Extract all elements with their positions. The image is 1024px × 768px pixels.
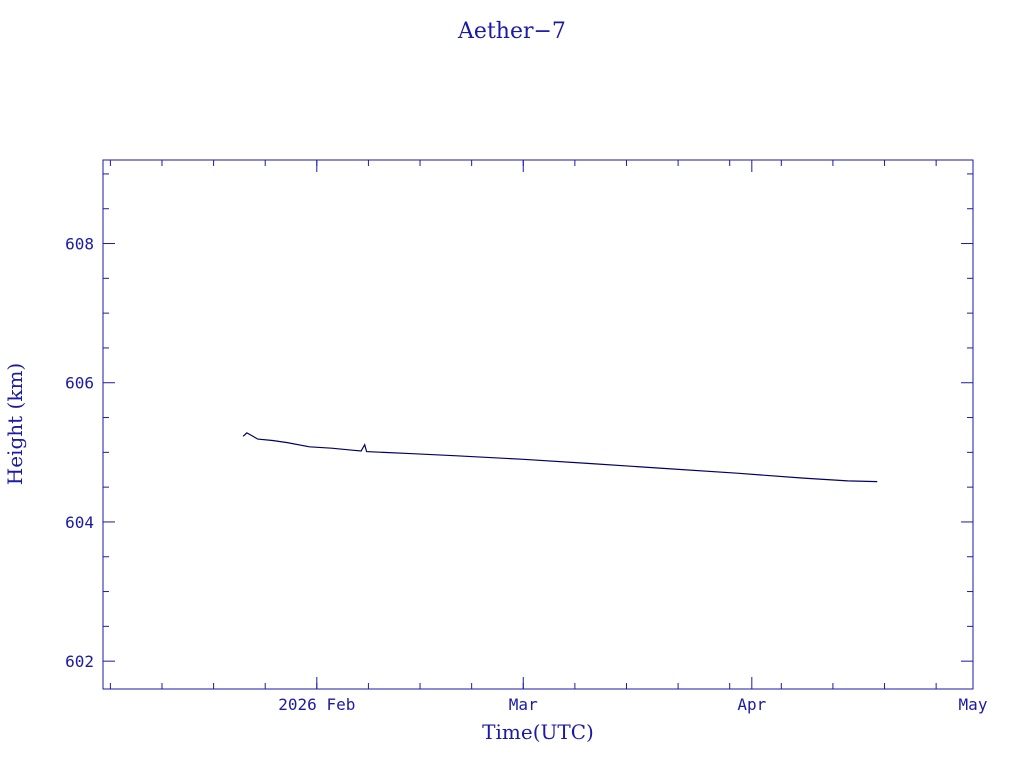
x-tick-label: May: [959, 695, 988, 714]
x-tick-label: 2026 Feb: [278, 695, 355, 714]
y-tick-labels: 602 604 606 608: [65, 235, 94, 672]
y-tick-label: 606: [65, 374, 94, 393]
axis-ticks: [103, 160, 974, 689]
y-tick-label: 608: [65, 235, 94, 254]
x-axis-label: Time(UTC): [482, 720, 594, 744]
y-axis-label: Height (km): [3, 363, 27, 485]
plot-frame: [102, 159, 974, 690]
x-tick-label: Apr: [737, 695, 766, 714]
chart-title: Aether−7: [457, 19, 566, 44]
x-tick-label: Mar: [509, 695, 538, 714]
series-line-height: [242, 432, 878, 483]
y-tick-label: 604: [65, 513, 94, 532]
y-tick-label: 602: [65, 652, 94, 671]
x-tick-labels: 2026 Feb Mar Apr May: [278, 695, 988, 714]
